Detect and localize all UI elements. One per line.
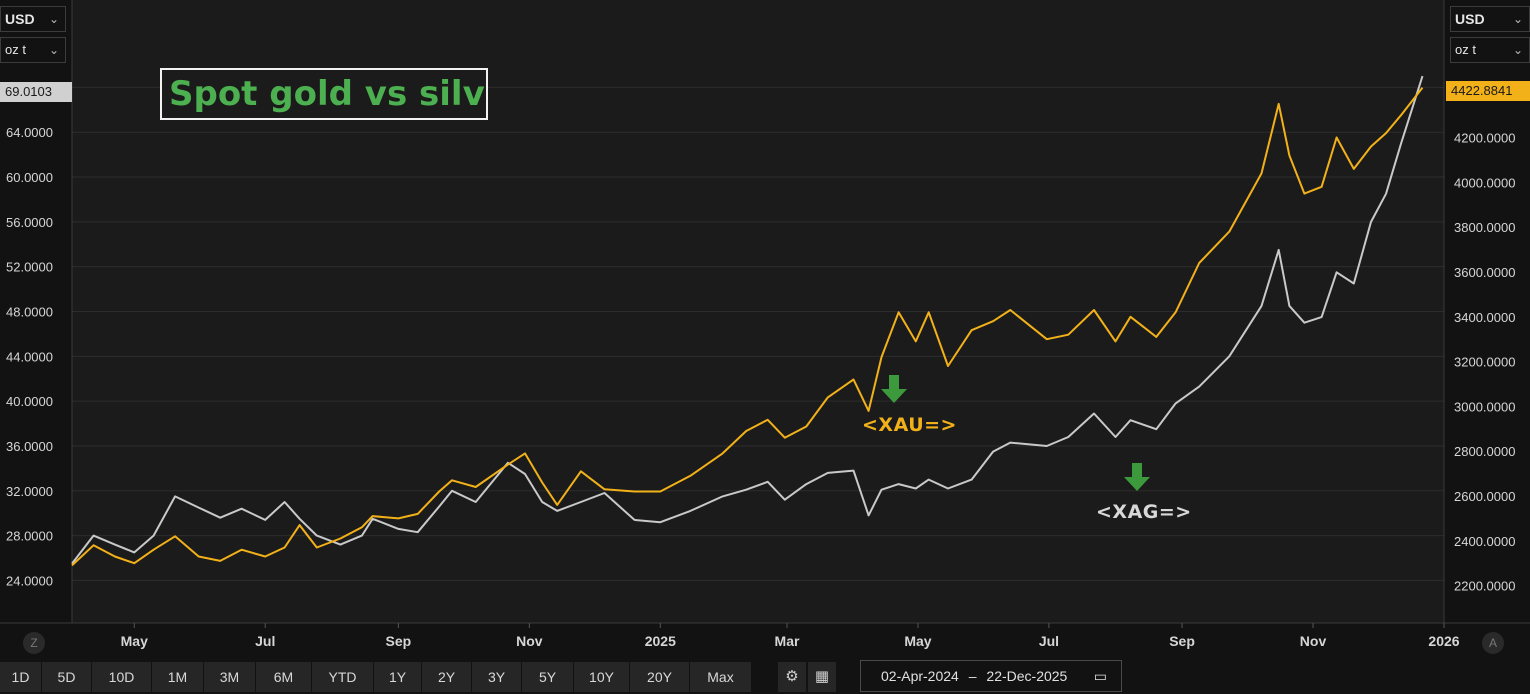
zoom-reset-button[interactable]: Z	[23, 632, 45, 654]
range-button-5y[interactable]: 5Y	[522, 662, 574, 692]
right-unit-select[interactable]: oz t ⌄	[1450, 37, 1530, 63]
right-last-value-flag: 4422.8841	[1446, 81, 1530, 101]
y-right-tick-label: 4000.0000	[1454, 175, 1515, 190]
calendar-icon: ▭	[1093, 668, 1107, 684]
gear-icon: ⚙	[785, 668, 799, 685]
date-range-separator: –	[968, 668, 977, 684]
y-left-tick-label: 32.0000	[6, 484, 53, 499]
date-range-start: 02-Apr-2024	[881, 668, 959, 684]
date-range-picker[interactable]: 02-Apr-2024 – 22-Dec-2025 ▭	[860, 660, 1122, 692]
y-left-tick-label: 48.0000	[6, 305, 53, 320]
x-tick-label: 2025	[645, 633, 676, 649]
range-button-10y[interactable]: 10Y	[574, 662, 630, 692]
y-left-tick-label: 40.0000	[6, 394, 53, 409]
range-button-20y[interactable]: 20Y	[630, 662, 690, 692]
gold-silver-line-chart: 24.0000 28.0000 32.0000 36.0000 40.0000 44.00…	[0, 0, 1530, 649]
x-tick-label: May	[121, 633, 148, 649]
range-button-1m[interactable]: 1M	[152, 662, 204, 692]
y-right-tick-label: 3800.0000	[1454, 220, 1515, 235]
settings-button[interactable]: ⚙	[778, 662, 806, 692]
date-range-end: 22-Dec-2025	[986, 668, 1068, 684]
x-tick-label: Jul	[255, 633, 275, 649]
silver-series-label: <XAG=>	[1096, 501, 1192, 523]
x-tick-label: Jul	[1039, 633, 1059, 649]
chevron-down-icon: ⌄	[1512, 43, 1523, 57]
auto-scale-button[interactable]: A	[1482, 632, 1504, 654]
y-left-tick-label: 60.0000	[6, 170, 53, 185]
left-currency-value: USD	[5, 11, 35, 27]
down-arrow-icon	[881, 375, 907, 403]
y-left-tick-label: 28.0000	[6, 529, 53, 544]
x-tick-label: Nov	[1300, 633, 1327, 649]
y-right-tick-label: 3200.0000	[1454, 355, 1515, 370]
range-button-2y[interactable]: 2Y	[422, 662, 472, 692]
range-button-3m[interactable]: 3M	[204, 662, 256, 692]
range-button-10d[interactable]: 10D	[92, 662, 152, 692]
right-currency-select[interactable]: USD ⌄	[1450, 6, 1530, 32]
silver-series-line	[71, 75, 1424, 565]
y-left-tick-label: 44.0000	[6, 349, 53, 364]
left-unit-select[interactable]: oz t ⌄	[0, 37, 66, 63]
left-currency-select[interactable]: USD ⌄	[0, 6, 66, 32]
x-tick-label: May	[904, 633, 931, 649]
y-left-tick-label: 64.0000	[6, 125, 53, 140]
x-tick-label: Mar	[775, 633, 800, 649]
y-left-tick-label: 36.0000	[6, 439, 53, 454]
y-right-tick-label: 3600.0000	[1454, 265, 1515, 280]
range-button-5d[interactable]: 5D	[42, 662, 92, 692]
y-right-tick-label: 2600.0000	[1454, 489, 1515, 504]
table-view-button[interactable]: ▦	[808, 662, 836, 692]
y-right-tick-label: 2400.0000	[1454, 534, 1515, 549]
x-tick-label: Sep	[386, 633, 412, 649]
x-tick-label: Sep	[1169, 633, 1195, 649]
range-button-3y[interactable]: 3Y	[472, 662, 522, 692]
left-last-value-flag: 69.0103	[0, 82, 72, 102]
y-right-tick-label: 2800.0000	[1454, 444, 1515, 459]
gold-series-line	[71, 86, 1424, 567]
range-button-1y[interactable]: 1Y	[374, 662, 422, 692]
chevron-down-icon: ⌄	[48, 43, 59, 57]
y-right-tick-label: 4200.0000	[1454, 131, 1515, 146]
x-tick-label: 2026	[1428, 633, 1459, 649]
y-left-tick-label: 56.0000	[6, 215, 53, 230]
chevron-down-icon: ⌄	[48, 12, 59, 26]
right-currency-value: USD	[1455, 11, 1485, 27]
range-button-6m[interactable]: 6M	[256, 662, 312, 692]
y-left-tick-label: 24.0000	[6, 573, 53, 588]
table-grid-icon: ▦	[814, 668, 830, 685]
left-unit-value: oz t	[5, 42, 26, 57]
gold-series-label: <XAU=>	[862, 414, 957, 436]
y-right-tick-label: 2200.0000	[1454, 579, 1515, 594]
range-button-1d[interactable]: 1D	[0, 662, 42, 692]
chart-title: Spot gold vs silver	[160, 68, 488, 120]
chevron-down-icon: ⌄	[1512, 12, 1523, 26]
x-tick-label: Nov	[516, 633, 543, 649]
y-right-tick-label: 3000.0000	[1454, 399, 1515, 414]
y-right-tick-label: 3400.0000	[1454, 310, 1515, 325]
right-unit-value: oz t	[1455, 42, 1476, 57]
range-button-max[interactable]: Max	[690, 662, 752, 692]
down-arrow-icon	[1124, 463, 1150, 491]
range-button-ytd[interactable]: YTD	[312, 662, 374, 692]
y-left-tick-label: 52.0000	[6, 260, 53, 275]
